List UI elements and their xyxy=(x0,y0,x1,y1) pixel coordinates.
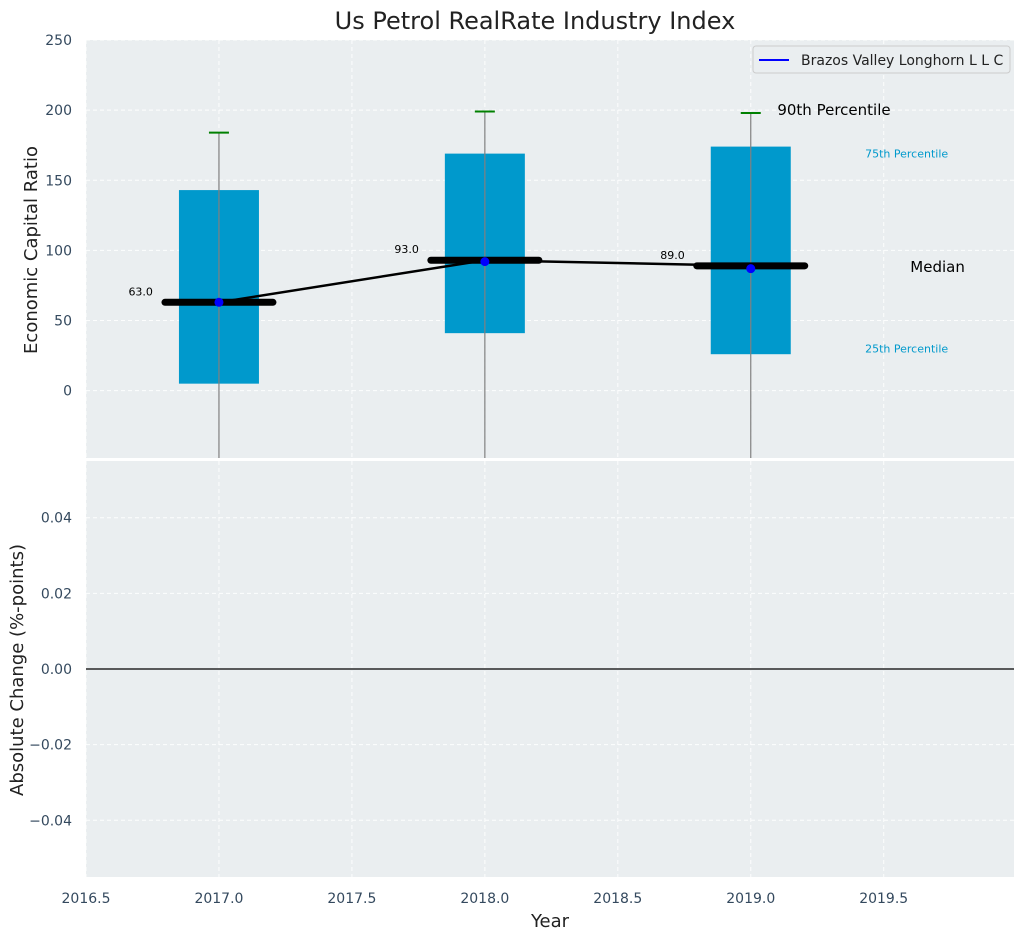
x-tick-label: 2018.5 xyxy=(593,891,642,907)
y-tick-label-top: 0 xyxy=(63,384,72,400)
y-axis-label-bottom: Absolute Change (%-points) xyxy=(7,544,28,796)
annotation-90th: 90th Percentile xyxy=(777,101,890,119)
chart-title: Us Petrol RealRate Industry Index xyxy=(335,7,736,35)
legend-label: Brazos Valley Longhorn L L C xyxy=(801,53,1003,69)
y-tick-label-bottom: 0.00 xyxy=(41,662,72,678)
company-point xyxy=(480,257,490,267)
median-value-label: 93.0 xyxy=(394,243,419,256)
y-tick-label-top: 250 xyxy=(45,33,72,49)
y-tick-label-bottom: 0.02 xyxy=(41,586,72,602)
company-point xyxy=(214,297,224,307)
y-axis-label-top: Economic Capital Ratio xyxy=(21,146,42,354)
y-tick-label-top: 50 xyxy=(54,314,72,330)
x-tick-label: 2017.5 xyxy=(327,891,376,907)
bottom-panel: 0.04 0.02 0.00 −0.02 −0.04 2016.5 2017.0 2017.5… xyxy=(29,461,1014,907)
x-tick-label: 2017.0 xyxy=(194,891,243,907)
y-tick-label-bottom: −0.04 xyxy=(29,813,72,829)
y-tick-label-top: 100 xyxy=(45,243,72,259)
x-tick-label: 2016.5 xyxy=(62,891,111,907)
company-point xyxy=(746,264,756,274)
x-axis-label: Year xyxy=(530,911,570,932)
legend-box xyxy=(752,45,1011,74)
x-tick-label: 2018.0 xyxy=(460,891,509,907)
y-tick-label-top: 200 xyxy=(45,103,72,119)
annotation-75th: 75th Percentile xyxy=(865,148,948,161)
y-tick-label-bottom: −0.02 xyxy=(29,738,72,754)
x-tick-label: 2019.0 xyxy=(726,891,775,907)
annotation-median: Median xyxy=(910,258,965,276)
median-value-label: 63.0 xyxy=(128,285,153,298)
x-tick-label: 2019.5 xyxy=(859,891,908,907)
y-tick-label-bottom: 0.04 xyxy=(41,511,72,527)
annotation-25th: 25th Percentile xyxy=(865,343,948,356)
median-value-label: 89.0 xyxy=(660,249,685,262)
y-tick-label-top: 150 xyxy=(45,173,72,189)
legend: Brazos Valley Longhorn L L C xyxy=(752,45,1011,74)
top-panel: 0 50 100 150 200 250 63.0 93.0 89.0 90th Percenti… xyxy=(45,33,1014,458)
